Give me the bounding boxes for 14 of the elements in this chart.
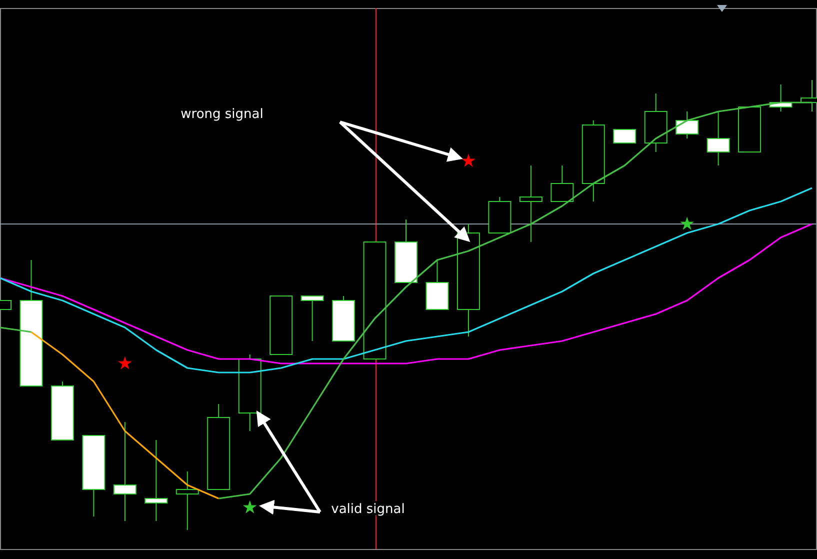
candlestick [676, 111, 699, 139]
candlestick [550, 165, 574, 202]
annotation: wrong signal [180, 107, 264, 122]
candlestick [113, 422, 136, 522]
candlestick [613, 129, 636, 144]
candlestick [519, 165, 542, 242]
point [462, 154, 476, 167]
candlestick [300, 296, 324, 342]
point [242, 500, 257, 514]
candlestick [176, 471, 199, 530]
candlestick [706, 111, 730, 166]
point [680, 216, 694, 230]
candlestick [144, 440, 168, 522]
point [118, 356, 132, 370]
